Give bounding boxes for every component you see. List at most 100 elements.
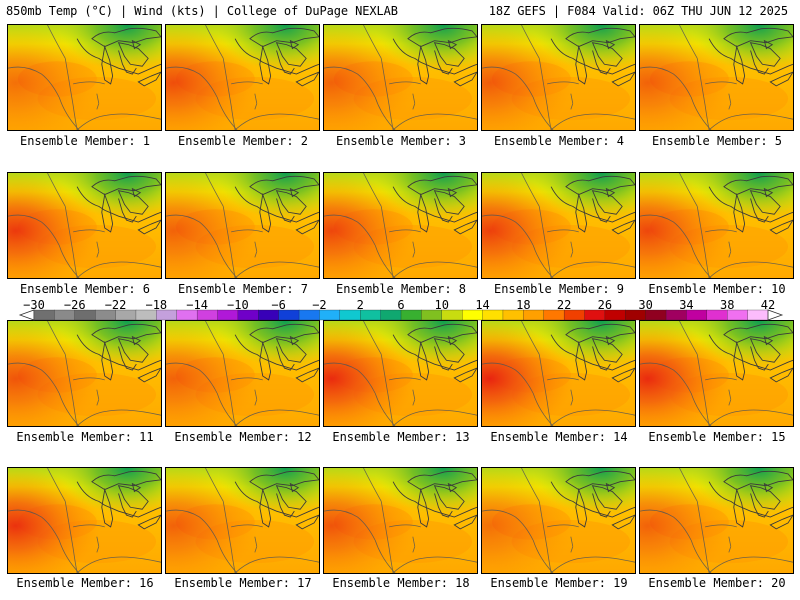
ensemble-member-label: Ensemble Member: 8 [335,282,467,296]
ensemble-map-20 [639,467,794,574]
valid-time: 18Z GEFS | F084 Valid: 06Z THU JUN 12 20… [488,4,788,18]
ensemble-member-label: Ensemble Member: 9 [493,282,625,296]
ensemble-map-8 [323,172,478,279]
colorbar-swatch [421,309,443,321]
ensemble-member-label: Ensemble Member: 5 [651,134,783,148]
colorbar-swatch [115,309,137,321]
ensemble-map-10 [639,172,794,279]
ensemble-map-19 [481,467,636,574]
colorbar-tick-label: 26 [597,298,613,312]
colorbar-tick-label: −10 [227,298,249,312]
ensemble-member-label: Ensemble Member: 15 [648,430,786,444]
ensemble-map-9 [481,172,636,279]
ensemble-member-label: Ensemble Member: 17 [174,576,312,590]
colorbar-swatch [665,309,687,321]
colorbar-tick-label: −18 [145,298,168,312]
colorbar-swatch [747,309,769,321]
colorbar-tick-label: −30 [23,298,45,312]
ensemble-map-16 [7,467,162,574]
ensemble-member-label: Ensemble Member: 10 [648,282,786,296]
colorbar-swatch [360,309,382,321]
colorbar-swatch [563,309,585,321]
colorbar-swatch [339,309,361,321]
colorbar-swatch [258,309,280,321]
ensemble-map-13 [323,320,478,427]
ensemble-map-3 [323,24,478,131]
ensemble-member-label: Ensemble Member: 20 [648,576,786,590]
ensemble-member-label: Ensemble Member: 12 [174,430,312,444]
ensemble-member-label: Ensemble Member: 1 [19,134,151,148]
colorbar-swatch [33,309,55,321]
ensemble-member-label: Ensemble Member: 6 [19,282,151,296]
colorbar-swatch [462,309,484,321]
colorbar-tick-label: 10 [434,298,449,312]
colorbar-swatches [18,309,784,321]
colorbar-swatch [727,309,749,321]
colorbar-swatch [135,309,157,321]
colorbar-swatch [54,309,76,321]
colorbar-tick-label: 34 [679,298,694,312]
ensemble-map-7 [165,172,320,279]
colorbar-swatch [176,309,198,321]
map-title: 850mb Temp (°C) | Wind (kts) | College o… [6,4,398,18]
colorbar-swatch [298,309,320,321]
ensemble-member-label: Ensemble Member: 19 [490,576,628,590]
ensemble-member-label: Ensemble Member: 3 [335,134,467,148]
ensemble-map-18 [323,467,478,574]
temperature-colorbar: −30 −26 −22 −18 −14 −10 −6 −2 2 6 10 14 18 22 26 30 34 38… [0,298,800,322]
colorbar-tick-label: −2 [312,298,327,312]
ensemble-map-5 [639,24,794,131]
ensemble-member-label: Ensemble Member: 11 [16,430,154,444]
colorbar-tick-label: −14 [186,298,208,312]
colorbar-tick-label: 42 [760,298,776,312]
ensemble-member-label: Ensemble Member: 16 [16,576,154,590]
colorbar-tick-label: 30 [638,298,653,312]
colorbar-swatch [482,309,504,321]
colorbar-swatch [74,309,96,321]
colorbar-tick-label: −6 [271,298,286,312]
colorbar-swatch [278,309,300,321]
ensemble-map-15 [639,320,794,427]
colorbar-tick-label: −22 [104,298,127,312]
ensemble-map-12 [165,320,320,427]
colorbar-tick-label: 2 [356,298,364,312]
colorbar-swatch [319,309,341,321]
colorbar-left-arrow [18,309,35,321]
colorbar-swatch [400,309,422,321]
colorbar-swatch [156,309,178,321]
ensemble-member-label: Ensemble Member: 13 [332,430,470,444]
ensemble-map-14 [481,320,636,427]
ensemble-member-label: Ensemble Member: 14 [490,430,628,444]
colorbar-swatch [625,309,647,321]
colorbar-tick-label: 22 [556,298,572,312]
colorbar-tick-label: 18 [516,298,531,312]
colorbar-tick-label: 14 [475,298,490,312]
ensemble-map-17 [165,467,320,574]
ensemble-map-2 [165,24,320,131]
ensemble-map-11 [7,320,162,427]
colorbar-swatch [584,309,606,321]
colorbar-swatch [706,309,728,321]
colorbar-swatch [196,309,218,321]
colorbar-swatch [217,309,239,321]
ensemble-member-label: Ensemble Member: 2 [177,134,309,148]
colorbar-tick-label: −26 [63,298,86,312]
ensemble-member-label: Ensemble Member: 18 [332,576,470,590]
ensemble-member-label: Ensemble Member: 4 [493,134,625,148]
ensemble-map-4 [481,24,636,131]
colorbar-swatch [686,309,708,321]
colorbar-swatch [95,309,117,321]
colorbar-swatch [543,309,565,321]
colorbar-swatch [441,309,463,321]
colorbar-swatch [645,309,667,321]
ensemble-map-1 [7,24,162,131]
ensemble-member-label: Ensemble Member: 7 [177,282,309,296]
ensemble-map-6 [7,172,162,279]
colorbar-swatch [237,309,259,321]
colorbar-tick-label: 38 [719,298,735,312]
colorbar-swatch [502,309,524,321]
colorbar-swatch [380,309,402,321]
colorbar-tick-label: 6 [397,298,405,312]
colorbar-swatch [604,309,626,321]
colorbar-right-arrow [767,309,784,321]
